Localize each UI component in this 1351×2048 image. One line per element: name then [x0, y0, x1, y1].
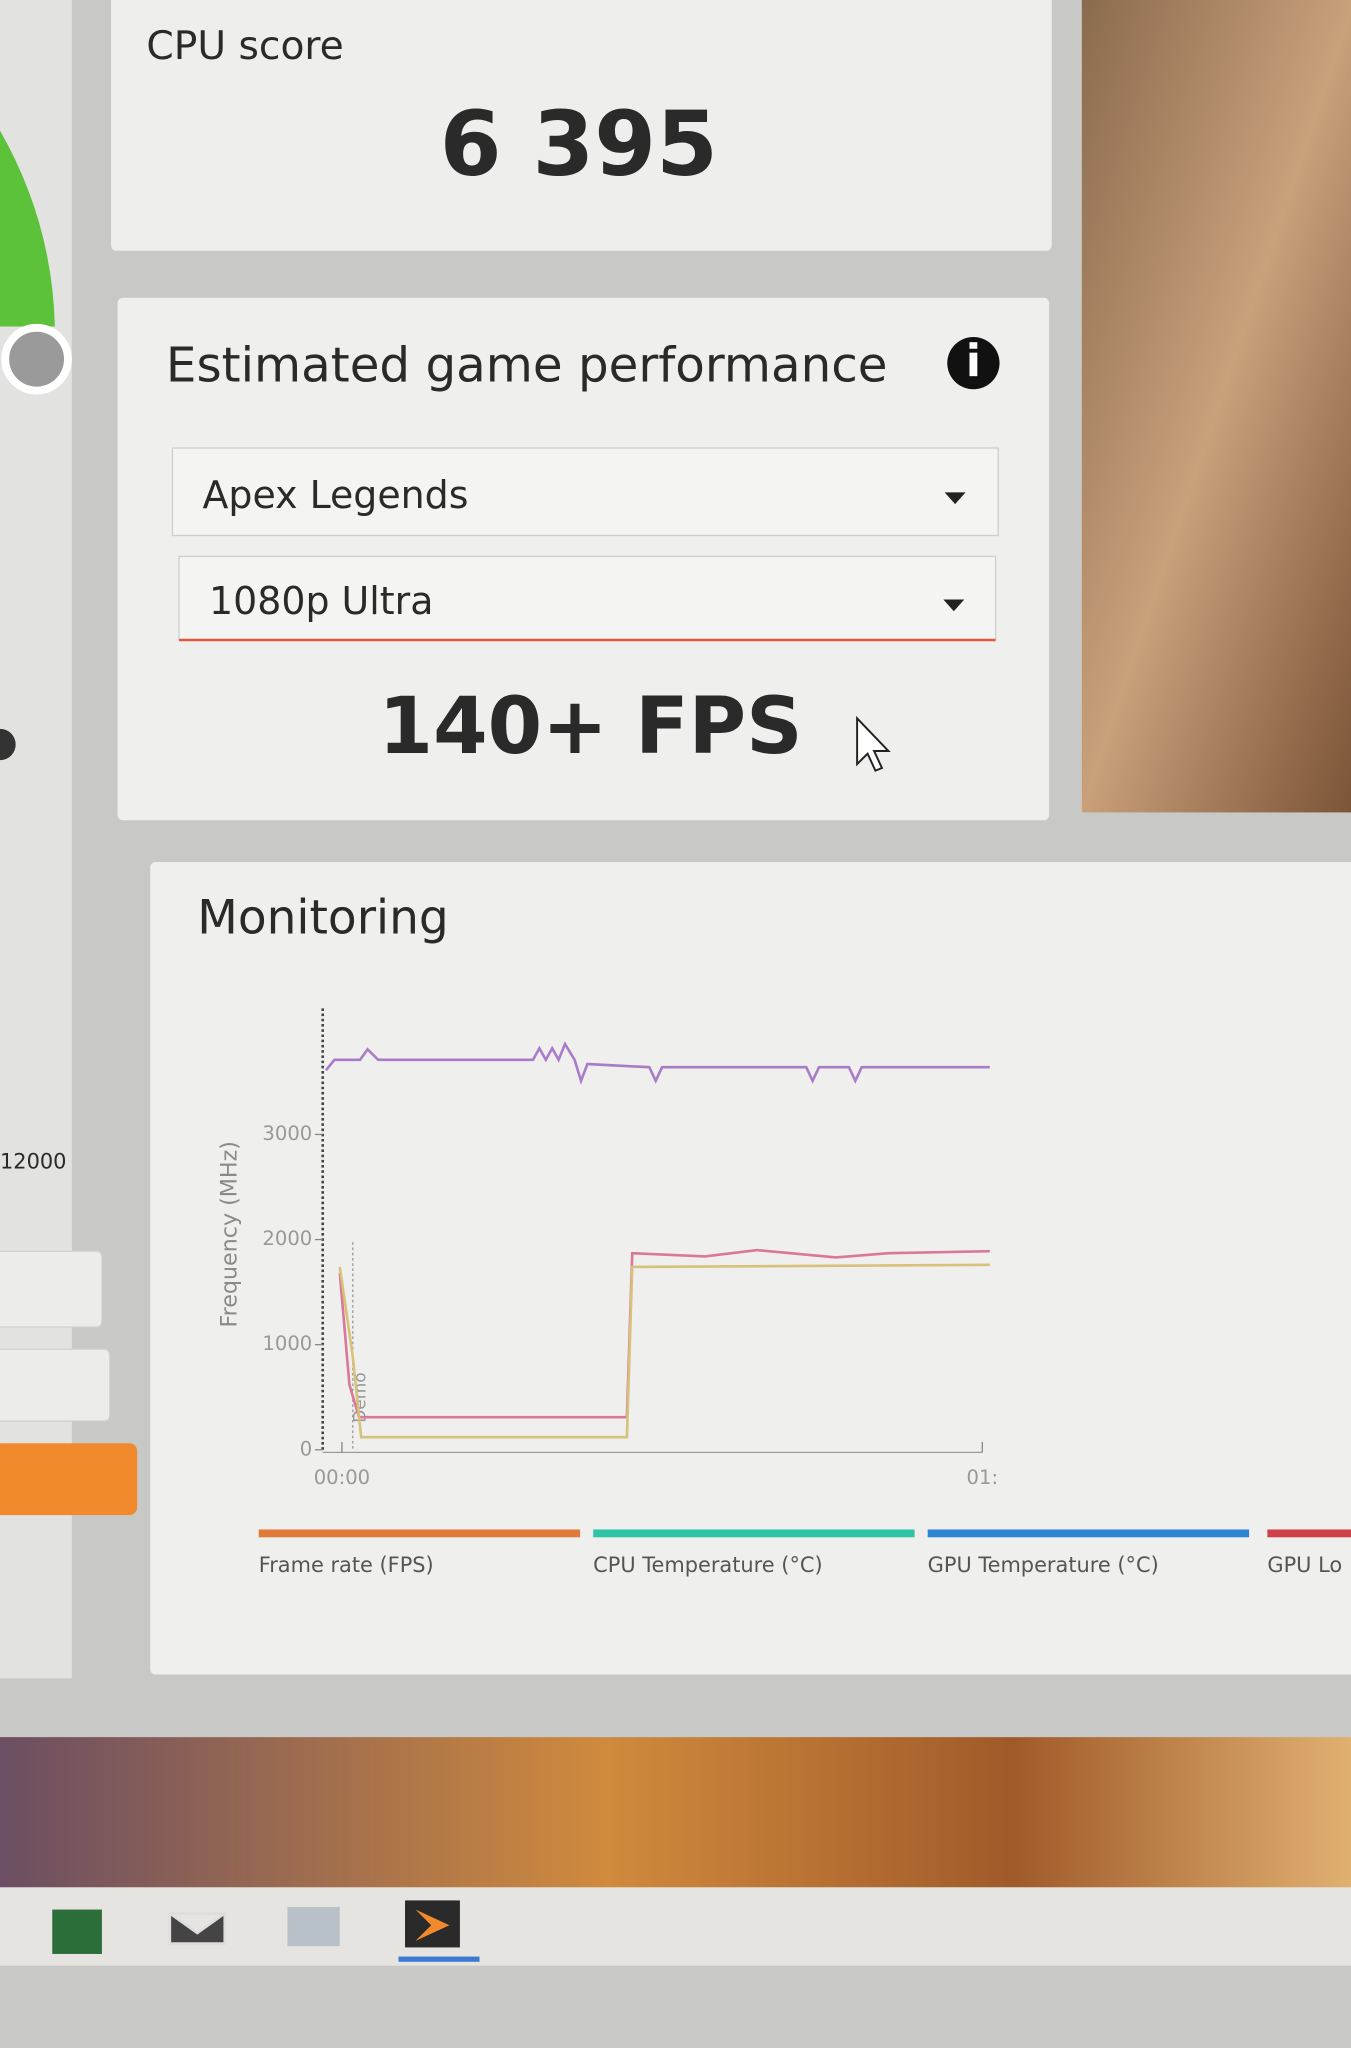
dropdown-value: 1080p Ultra	[209, 579, 433, 623]
fps-result: 140+ FPS	[379, 681, 803, 772]
y-tick-label: 1000	[262, 1332, 312, 1355]
y-tick-label: 3000	[262, 1122, 312, 1145]
button[interactable]	[0, 1443, 138, 1516]
info-glyph	[969, 352, 978, 377]
taskbar-glyph	[415, 1909, 450, 1941]
legend-swatch	[258, 1529, 581, 1538]
cpu-score-label: CPU score	[146, 24, 343, 69]
dropdown-value: Apex Legends	[203, 473, 469, 517]
y-axis-label: Frequency (MHz)	[216, 1141, 242, 1327]
taskbar-icon[interactable]	[52, 1909, 102, 1954]
taskbar-icon[interactable]	[287, 1906, 340, 1947]
series-line	[338, 1263, 990, 1439]
cpu-card	[111, 0, 1052, 251]
legend-swatch	[1267, 1529, 1351, 1538]
dropdown-arrow	[944, 492, 966, 505]
cursor	[856, 715, 891, 772]
legend-swatch	[593, 1529, 915, 1538]
y-tick-label: 2000	[262, 1227, 312, 1250]
card-title: Monitoring	[197, 890, 448, 945]
gauge-arc	[0, 130, 55, 327]
info-glyph	[969, 342, 978, 349]
dropdown-arrow	[943, 599, 965, 612]
active-indicator	[398, 1956, 480, 1962]
taskbar-icon[interactable]	[168, 1912, 227, 1945]
x-tick-label: 00:00	[314, 1466, 370, 1489]
cpu-score: 6 395	[440, 93, 718, 196]
field	[0, 1348, 111, 1422]
y-tick-label: 0	[300, 1437, 312, 1460]
monitoring-card	[150, 862, 1351, 1675]
legend-label: GPU Lo	[1267, 1553, 1342, 1577]
field	[0, 1250, 103, 1328]
series-line	[324, 1041, 990, 1085]
artwork	[1081, 0, 1351, 813]
legend-swatch	[927, 1529, 1250, 1538]
taskbar	[0, 1887, 1351, 1966]
x-tick-label: 01:	[967, 1466, 999, 1489]
wallpaper	[0, 1737, 1351, 1888]
gauge-knob	[1, 323, 72, 395]
axis-label: 12000	[0, 1149, 66, 1173]
dropdown[interactable]	[171, 447, 999, 537]
legend-label: Frame rate (FPS)	[259, 1553, 434, 1577]
card-title: Estimated game performance	[166, 337, 888, 393]
legend-label: GPU Temperature (°C)	[928, 1553, 1159, 1577]
legend-label: CPU Temperature (°C)	[593, 1553, 822, 1577]
series-line	[338, 1248, 990, 1419]
marker	[0, 728, 16, 761]
dropdown[interactable]	[178, 555, 997, 641]
